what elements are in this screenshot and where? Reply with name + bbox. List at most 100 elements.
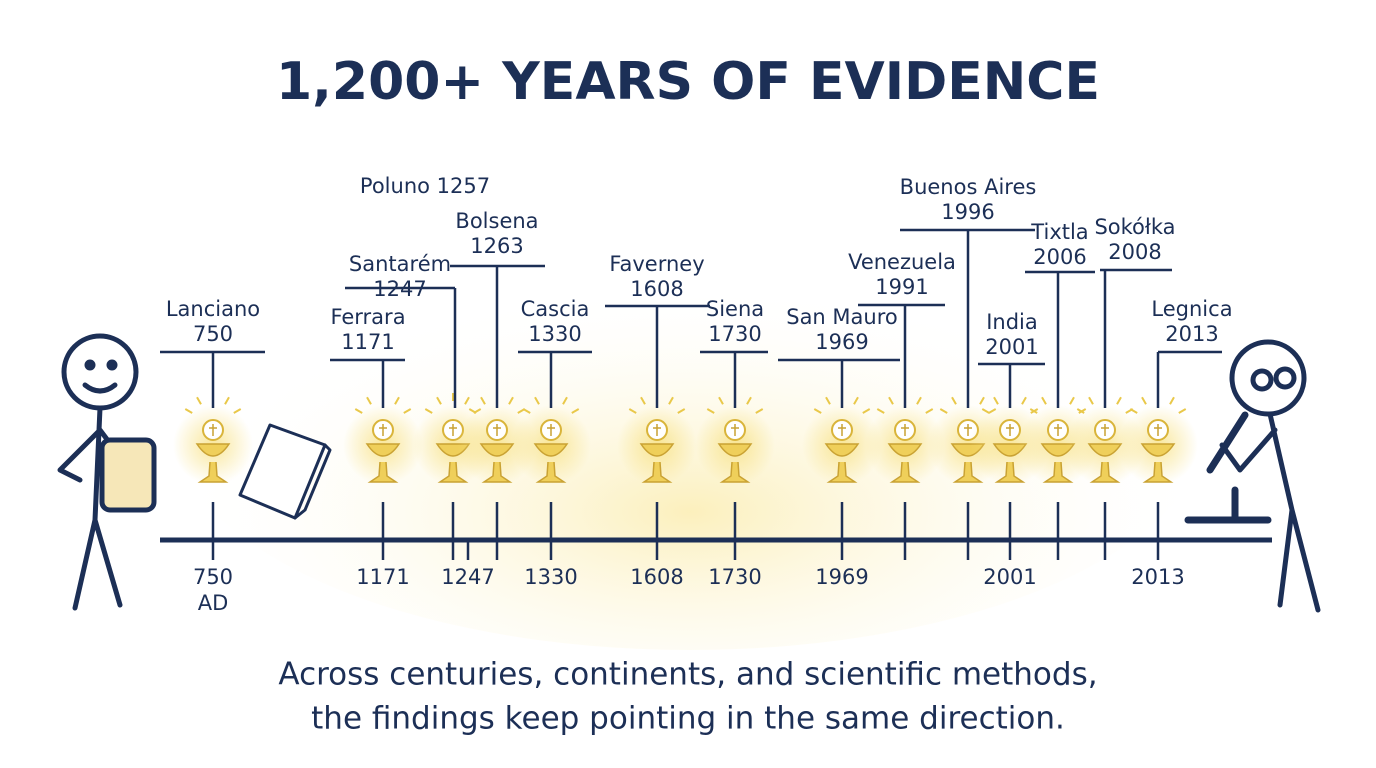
cup <box>887 443 923 483</box>
event-name: Lanciano <box>166 297 260 321</box>
glow-ray <box>853 396 859 405</box>
glow-ray <box>1041 396 1047 405</box>
glow-ray <box>916 396 922 405</box>
footer-line: Across centuries, continents, and scient… <box>278 657 1097 693</box>
footer-line: the findings keep pointing in the same d… <box>311 701 1065 737</box>
event-name: Siena <box>706 297 764 321</box>
glow-ray <box>508 396 514 405</box>
glow-ray <box>718 396 724 405</box>
glow-ray <box>436 396 442 405</box>
glow-ray <box>1088 396 1094 405</box>
event-name: India <box>986 310 1038 334</box>
glow-ray <box>628 408 637 414</box>
cross <box>547 424 555 436</box>
cross <box>964 424 972 436</box>
cross <box>379 424 387 436</box>
event-year: 1608 <box>630 277 683 301</box>
event-name: Faverney <box>609 252 704 276</box>
glow-ray <box>925 408 934 414</box>
glow-ray <box>755 408 764 414</box>
glow-ray <box>1116 396 1122 405</box>
glow-ray <box>888 396 894 405</box>
axis-label: 1171 <box>356 565 409 589</box>
glow-ray <box>640 396 646 405</box>
chalice <box>865 393 945 485</box>
event-year: 1171 <box>341 330 394 354</box>
axis-label: 1330 <box>524 565 577 589</box>
glow-ray <box>403 408 412 414</box>
event-name: Poluno 1257 <box>360 174 490 198</box>
glow-ray <box>1129 408 1138 414</box>
cup <box>533 443 569 483</box>
cross <box>1154 424 1162 436</box>
axis-label: 1247 <box>441 565 494 589</box>
cup <box>824 443 860 483</box>
glow-ray <box>746 396 752 405</box>
glow-ray <box>1141 396 1147 405</box>
cross <box>1101 424 1109 436</box>
glow-ray <box>668 396 674 405</box>
axis-label: 750 <box>193 565 233 589</box>
glow-ray <box>1021 396 1027 405</box>
glow-ray <box>184 408 193 414</box>
cross <box>731 424 739 436</box>
glow-ray <box>480 396 486 405</box>
event-year: 1991 <box>875 275 928 299</box>
cross <box>1054 424 1062 436</box>
glow-ray <box>862 408 871 414</box>
chalice <box>695 393 775 485</box>
event-name: Santarém <box>349 252 451 276</box>
glow-ray <box>366 396 372 405</box>
book <box>238 423 332 520</box>
glow-ray <box>939 408 948 414</box>
chalice <box>173 393 253 485</box>
cross <box>209 424 217 436</box>
chalice <box>511 393 591 485</box>
right-figure <box>1184 339 1321 613</box>
event-name: Legnica <box>1151 297 1232 321</box>
event-year: 1996 <box>941 200 994 224</box>
glow-ray <box>571 408 580 414</box>
glow-ray <box>394 396 400 405</box>
event-name: San Mauro <box>786 305 898 329</box>
axis-label: 1730 <box>708 565 761 589</box>
event-year: 2008 <box>1108 240 1161 264</box>
glow-ray <box>981 408 990 414</box>
glow-ray <box>951 396 957 405</box>
event-year: 1330 <box>528 322 581 346</box>
chalice <box>1118 393 1198 485</box>
cross <box>1006 424 1014 436</box>
background-glow <box>170 190 1210 650</box>
glow-ray <box>424 408 433 414</box>
glow-ray <box>196 396 202 405</box>
event-year: 1730 <box>708 322 761 346</box>
glow-ray <box>813 408 822 414</box>
cross <box>653 424 661 436</box>
event-year: 2006 <box>1033 245 1086 269</box>
event-name: Sokółka <box>1094 215 1175 239</box>
event-year: 2013 <box>1165 322 1218 346</box>
glow-ray <box>1076 408 1085 414</box>
chalice <box>802 393 882 485</box>
cup <box>365 443 401 483</box>
event-name: Tixtla <box>1030 220 1088 244</box>
axis-label: AD <box>198 591 229 615</box>
glow-ray <box>1069 396 1075 405</box>
axis-label: 1969 <box>815 565 868 589</box>
title: 1,200+ YEARS OF EVIDENCE <box>276 52 1100 112</box>
cup <box>195 443 231 483</box>
glow-ray <box>979 396 985 405</box>
glow-ray <box>468 408 477 414</box>
glow-ray <box>562 396 568 405</box>
chalice <box>617 393 697 485</box>
cup <box>1140 443 1176 483</box>
event-year: 750 <box>193 322 233 346</box>
event-year: 2001 <box>985 335 1038 359</box>
axis-label: 2001 <box>983 565 1036 589</box>
glow-ray <box>1169 396 1175 405</box>
glow-ray <box>1178 408 1187 414</box>
left-figure <box>57 333 157 611</box>
event-name: Ferrara <box>330 305 405 329</box>
glow-ray <box>825 396 831 405</box>
